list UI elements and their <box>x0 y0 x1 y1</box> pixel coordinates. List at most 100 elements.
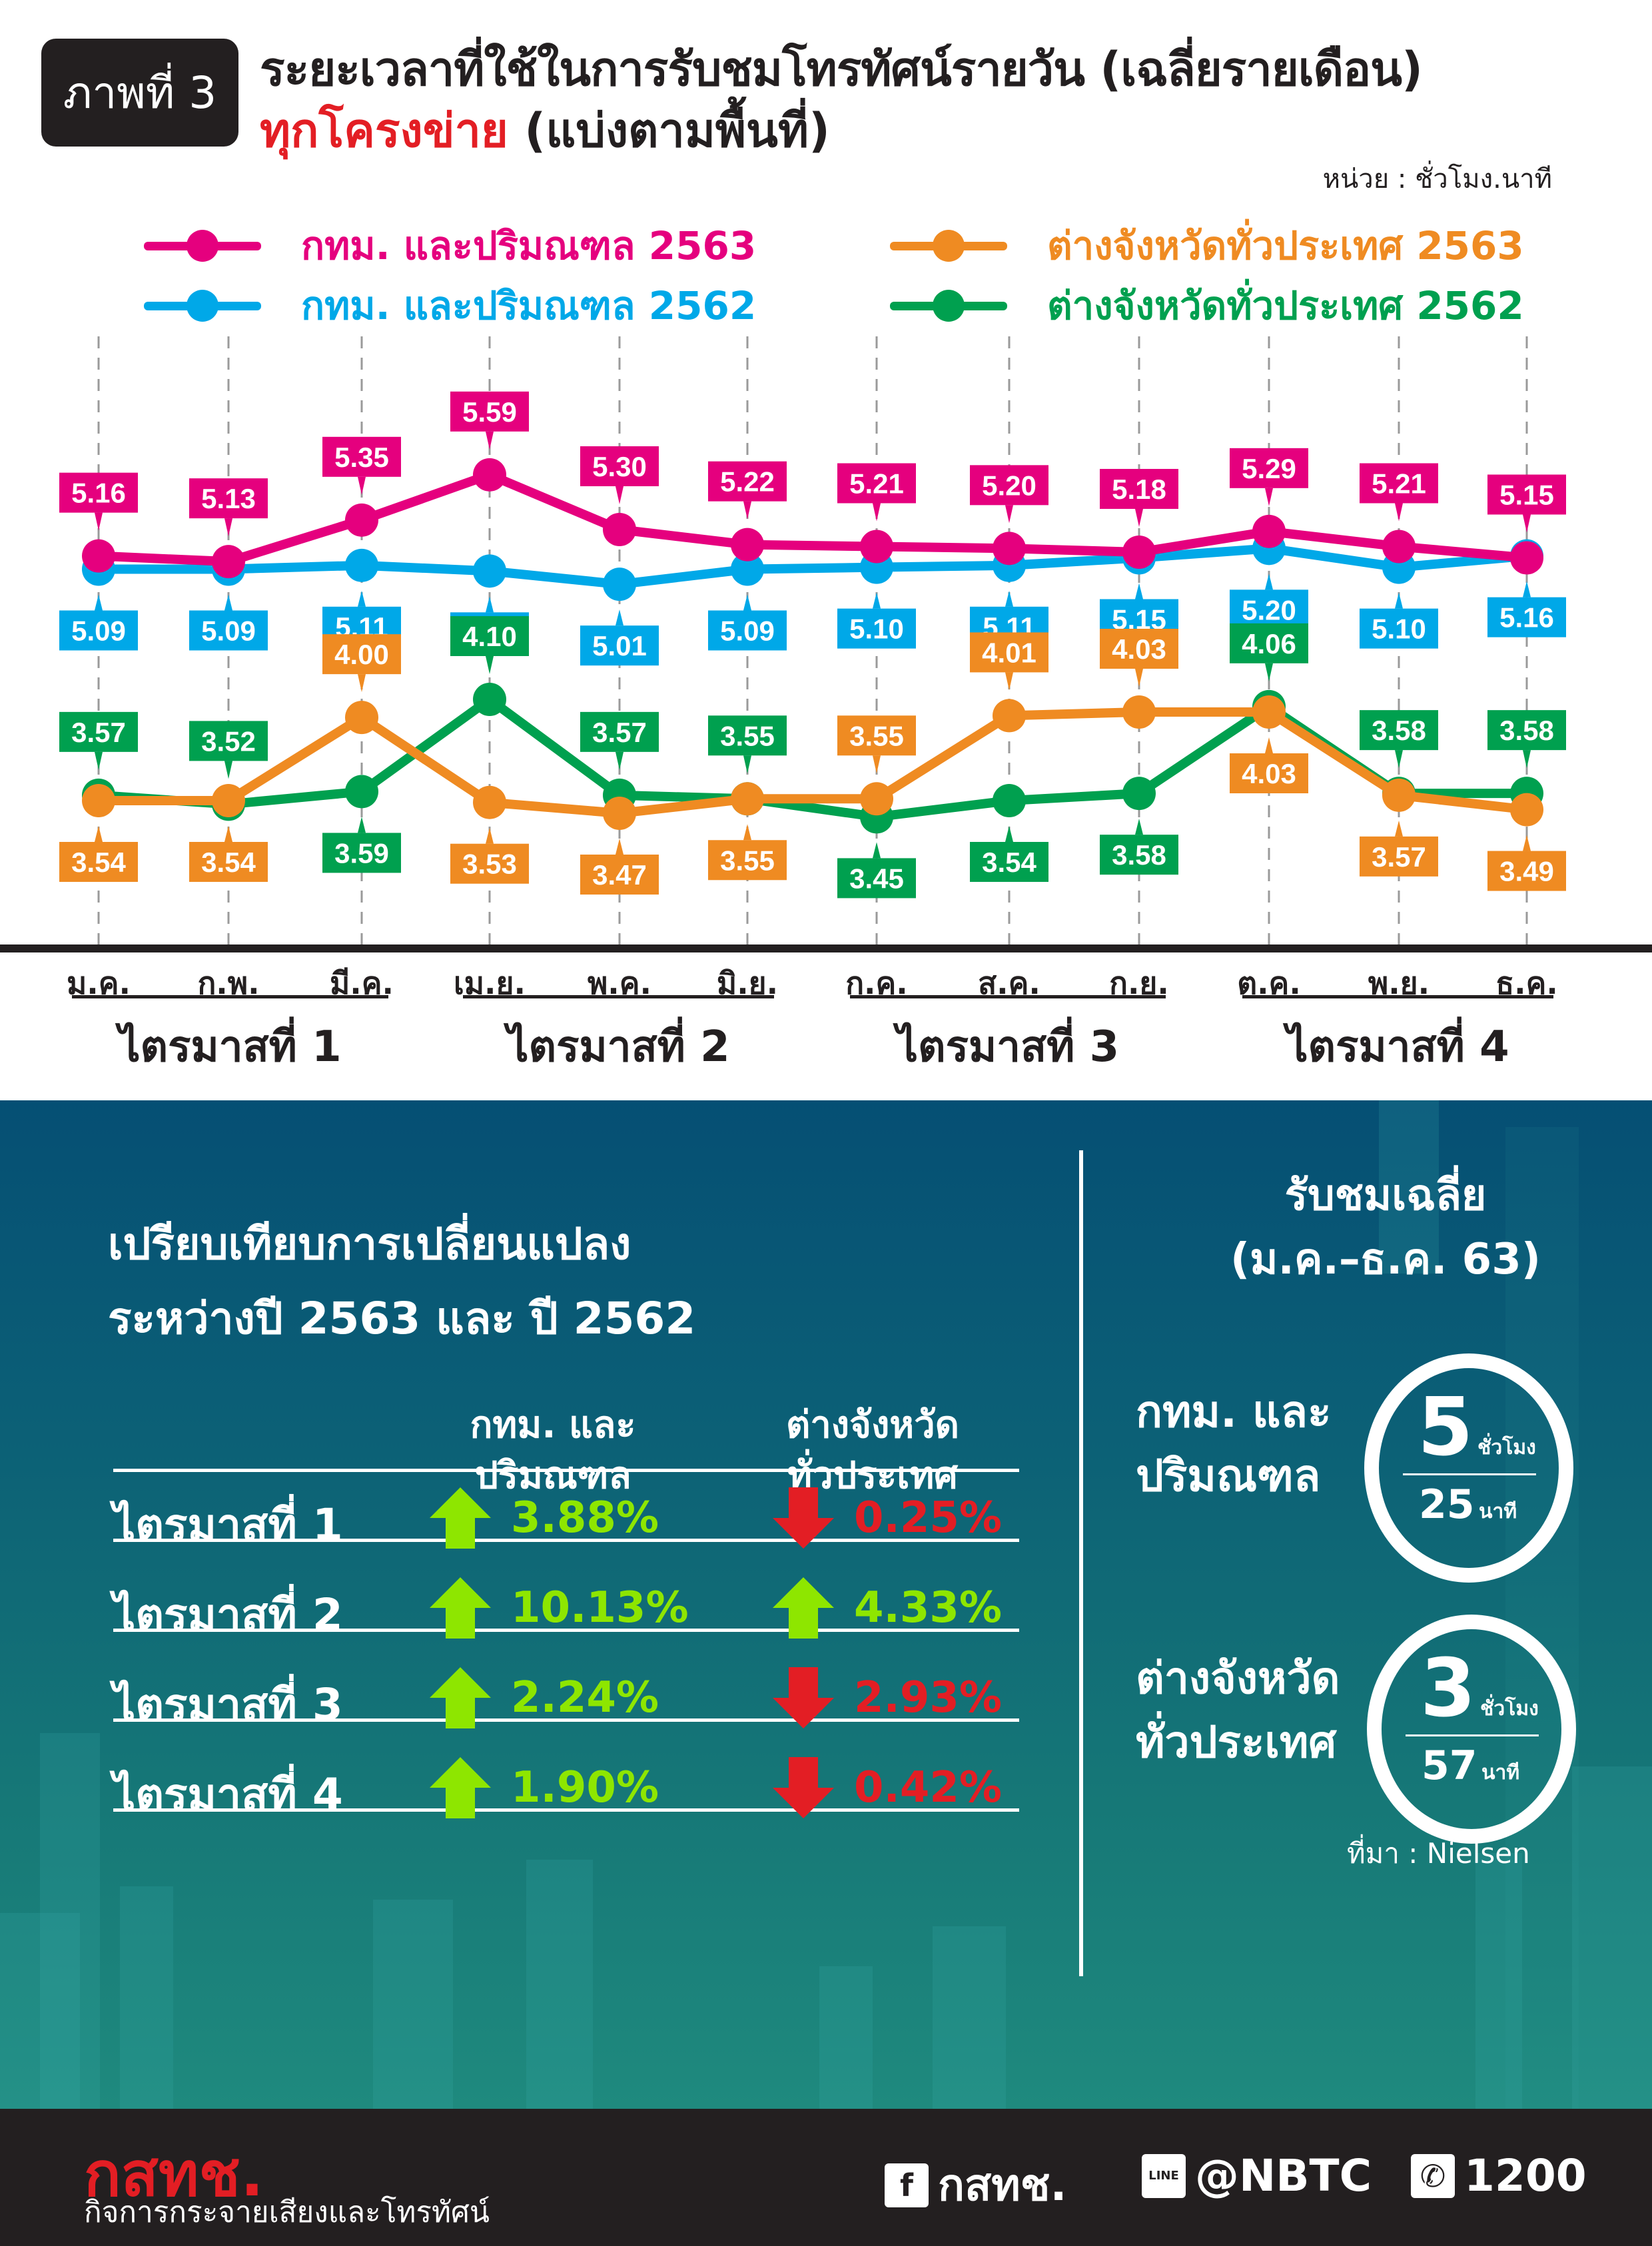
average-title: รับชมเฉลี่ย (ม.ค.–ธ.ค. 63) <box>1119 1164 1652 1292</box>
svg-text:5.21: 5.21 <box>849 468 904 500</box>
hours-unit: ชั่วโมง <box>1477 1436 1536 1459</box>
average-minutes-bkk: 25 <box>1419 1481 1475 1528</box>
data-label: 5.15 <box>1487 474 1566 533</box>
fraction-divider <box>1406 1734 1539 1736</box>
month-label: ธ.ค. <box>1495 965 1558 1001</box>
data-label: 4.10 <box>450 616 529 674</box>
table-cell-change: 4.33% <box>773 1577 1002 1639</box>
arrow-up-icon <box>773 1577 834 1639</box>
svg-text:3.57: 3.57 <box>1372 841 1426 873</box>
legend-item-bkk-2563: กทม. และปริมณฑล 2563 <box>144 214 756 276</box>
svg-text:3.58: 3.58 <box>1112 839 1166 871</box>
month-label: ม.ค. <box>66 965 131 1001</box>
table-cell-change: 2.24% <box>430 1667 659 1728</box>
vertical-divider <box>1079 1150 1083 1976</box>
data-label: 3.53 <box>450 827 529 884</box>
data-label: 3.54 <box>970 826 1048 882</box>
data-label: 5.29 <box>1230 448 1308 506</box>
svg-text:3.58: 3.58 <box>1372 715 1426 746</box>
average-circle-bkk: 5 ชั่วโมง 25 นาที <box>1364 1353 1573 1583</box>
average-label-prov-line2: ทั่วประเทศ <box>1136 1716 1337 1768</box>
svg-text:5.16: 5.16 <box>71 478 126 509</box>
data-label: 3.49 <box>1487 835 1566 891</box>
facebook-handle: กสทช. <box>938 2159 1067 2211</box>
svg-text:3.45: 3.45 <box>849 863 904 894</box>
average-label-prov: ต่างจังหวัด ทั่วประเทศ <box>1136 1647 1340 1774</box>
unit-note: หน่วย : ชั่วโมง.นาที <box>1322 164 1552 194</box>
svg-text:3.58: 3.58 <box>1499 715 1554 746</box>
legend-label: กทม. และปริมณฑล 2563 <box>301 223 757 268</box>
data-label: 3.58 <box>1360 710 1438 769</box>
svg-text:5.09: 5.09 <box>720 615 775 647</box>
data-label: 5.16 <box>1487 581 1566 637</box>
data-label: 5.35 <box>322 436 401 495</box>
minutes-unit: นาที <box>1481 1761 1520 1784</box>
data-label: 5.21 <box>837 463 916 522</box>
data-label: 5.09 <box>708 594 787 651</box>
quarter-label: ไตรมาสที่ 3 <box>896 1022 1120 1072</box>
source-note: ที่มา : Nielsen <box>1347 1837 1530 1870</box>
change-value: 2.24% <box>511 1673 659 1722</box>
svg-text:4.00: 4.00 <box>334 639 389 670</box>
svg-text:3.55: 3.55 <box>849 720 904 751</box>
line-icon: LINE <box>1142 2153 1186 2198</box>
facebook-link[interactable]: f กสทช. <box>885 2150 1067 2220</box>
data-label: 3.58 <box>1487 710 1566 769</box>
arrow-down-icon <box>773 1487 834 1549</box>
legend-line-marker-icon <box>890 226 1007 266</box>
data-label: 3.58 <box>1100 819 1178 875</box>
chart-subtitle: ทุกโครงข่าย (แบ่งตามพื้นที่) <box>260 93 830 167</box>
change-value: 3.88% <box>511 1493 659 1543</box>
average-label-bkk: กทม. และ ปริมณฑล <box>1136 1380 1331 1508</box>
footer: กสทช. กิจการกระจายเสียงและโทรทัศน์ f กสท… <box>0 2109 1652 2246</box>
data-label: 3.54 <box>189 826 268 882</box>
column-header-bkk-line2: ปริมณฑล <box>474 1454 631 1497</box>
table-rule <box>113 1539 1019 1542</box>
summary-panel: เปรียบเทียบการเปลี่ยนแปลง ระหว่างปี 2563… <box>0 1100 1652 2109</box>
fraction-divider <box>1403 1473 1536 1475</box>
change-value: 2.93% <box>854 1673 1003 1722</box>
hours-unit: ชั่วโมง <box>1480 1697 1539 1720</box>
data-label: 3.55 <box>837 715 916 774</box>
data-label: 5.16 <box>59 472 138 531</box>
svg-text:5.10: 5.10 <box>1372 613 1426 645</box>
legend-label: ต่างจังหวัดทั่วประเทศ 2562 <box>1047 283 1524 328</box>
arrow-up-icon <box>430 1577 491 1639</box>
change-value: 0.42% <box>854 1763 1003 1812</box>
table-rule <box>113 1808 1019 1812</box>
change-value: 1.90% <box>511 1763 659 1812</box>
change-value: 10.13% <box>511 1583 689 1633</box>
data-label: 5.21 <box>1360 463 1438 522</box>
legend-label: กทม. และปริมณฑล 2562 <box>301 283 757 328</box>
legend-item-bkk-2562: กทม. และปริมณฑล 2562 <box>144 274 756 336</box>
quarter-underline <box>463 995 774 998</box>
facebook-icon: f <box>885 2163 929 2207</box>
legend-item-prov-2563: ต่างจังหวัดทั่วประเทศ 2563 <box>890 214 1524 276</box>
arrow-down-icon <box>773 1667 834 1728</box>
data-label: 3.54 <box>59 826 138 882</box>
average-hours-bkk: 5 <box>1418 1381 1473 1474</box>
data-label: 5.09 <box>189 594 268 651</box>
data-label: 4.01 <box>970 632 1048 691</box>
column-header-bkk: กทม. และ ปริมณฑล <box>426 1400 679 1501</box>
arrow-up-icon <box>430 1487 491 1549</box>
data-label: 5.13 <box>189 478 268 537</box>
line-link[interactable]: LINE @NBTC <box>1142 2150 1372 2201</box>
column-header-prov: ต่างจังหวัด ทั่วประเทศ <box>746 1400 999 1501</box>
month-label: มี.ค. <box>329 965 394 1001</box>
table-cell-change: 0.42% <box>773 1757 1002 1818</box>
table-row-label: ไตรมาสที่ 2 <box>113 1589 343 1641</box>
data-label: 3.52 <box>189 721 268 779</box>
svg-text:3.54: 3.54 <box>982 847 1036 878</box>
phone-icon: ✆ <box>1411 2153 1455 2198</box>
arrow-down-icon <box>773 1757 834 1818</box>
phone-link[interactable]: ✆ 1200 <box>1411 2150 1587 2201</box>
svg-text:5.10: 5.10 <box>849 613 904 645</box>
comparison-title: เปรียบเทียบการเปลี่ยนแปลง ระหว่างปี 2563… <box>108 1207 695 1356</box>
month-label: ส.ค. <box>978 965 1040 1001</box>
month-label: ก.ย. <box>1109 965 1169 1001</box>
table-row-label: ไตรมาสที่ 1 <box>113 1499 343 1551</box>
svg-text:3.52: 3.52 <box>201 725 256 757</box>
svg-text:5.15: 5.15 <box>1499 480 1554 511</box>
figure-badge: ภาพที่ 3 <box>41 39 238 147</box>
